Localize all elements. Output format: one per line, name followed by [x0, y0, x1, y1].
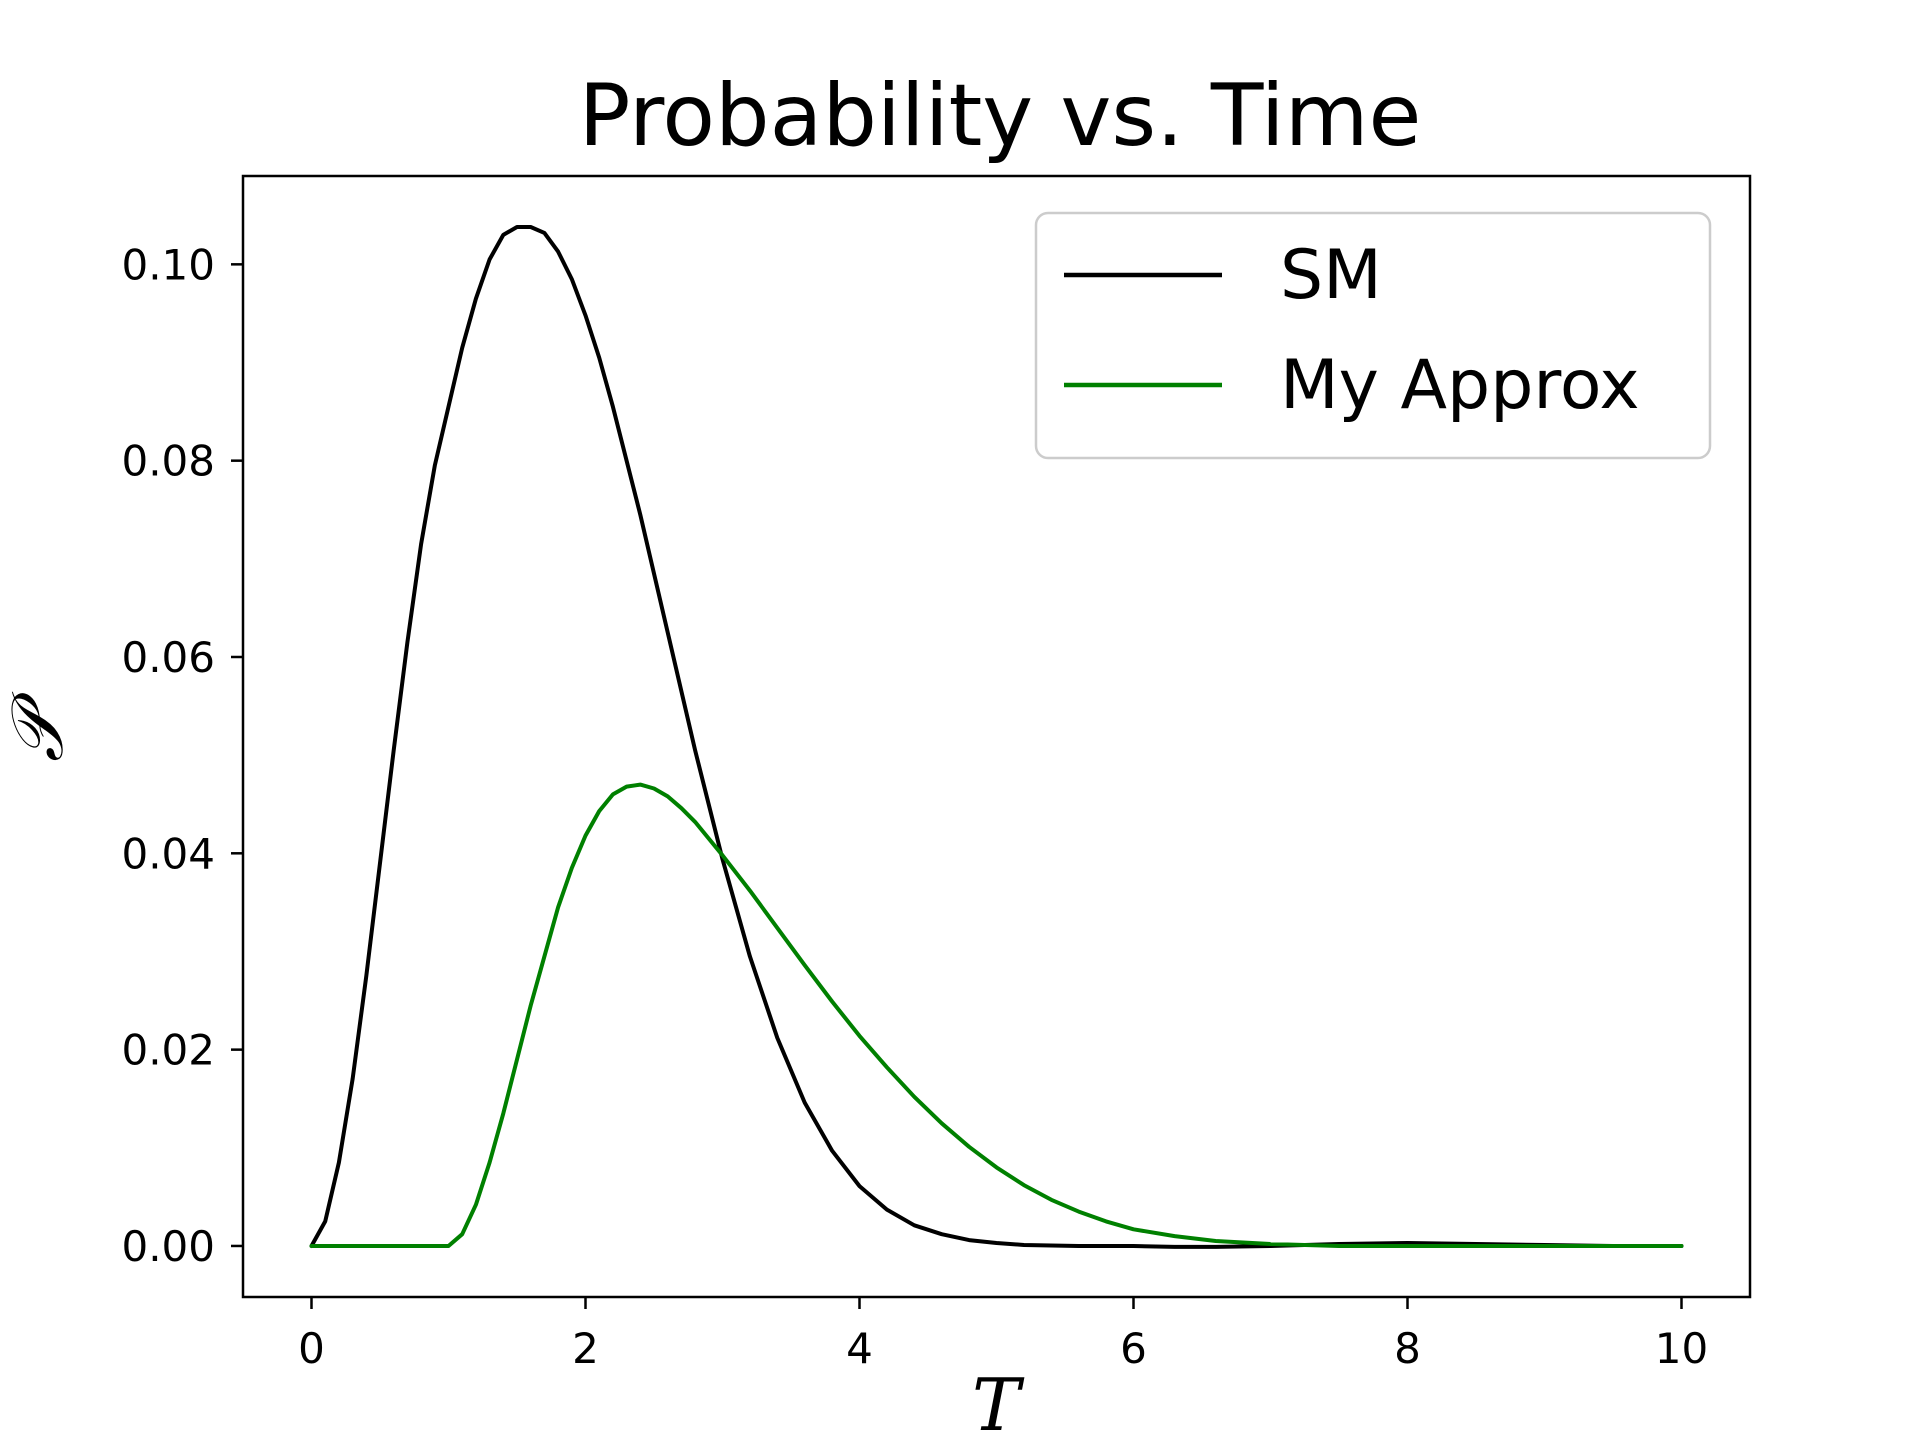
y-tick-label: 0.10 — [121, 240, 215, 289]
legend: SM My Approx — [1034, 211, 1712, 460]
series-line-sm — [309, 225, 1684, 1249]
x-axis-label: T — [972, 1363, 1025, 1440]
x-tick-label: 2 — [572, 1324, 599, 1373]
y-tick-label: 0.04 — [121, 829, 215, 878]
x-tick-label: 0 — [298, 1324, 325, 1373]
ticks: 0 2 4 6 8 10 0.00 0.02 0.04 0.06 0.08 0.10 — [121, 240, 1708, 1373]
y-tick-label: 0.08 — [121, 437, 215, 486]
x-tick-label: 8 — [1394, 1324, 1421, 1373]
legend-label-my-approx: My Approx — [1280, 346, 1640, 425]
legend-label-sm: SM — [1280, 236, 1382, 315]
x-tick-label: 4 — [846, 1324, 873, 1373]
x-tick-label: 10 — [1655, 1324, 1708, 1373]
y-tick-label: 0.06 — [121, 633, 215, 682]
chart-title: Probability vs. Time — [579, 66, 1422, 166]
series-line-my-approx — [309, 782, 1684, 1248]
series-layer — [309, 225, 1684, 1249]
y-tick-label: 0.00 — [121, 1222, 215, 1271]
plot-area-frame — [241, 174, 1752, 1299]
y-tick-label: 0.02 — [121, 1026, 215, 1075]
x-tick-label: 6 — [1120, 1324, 1147, 1373]
